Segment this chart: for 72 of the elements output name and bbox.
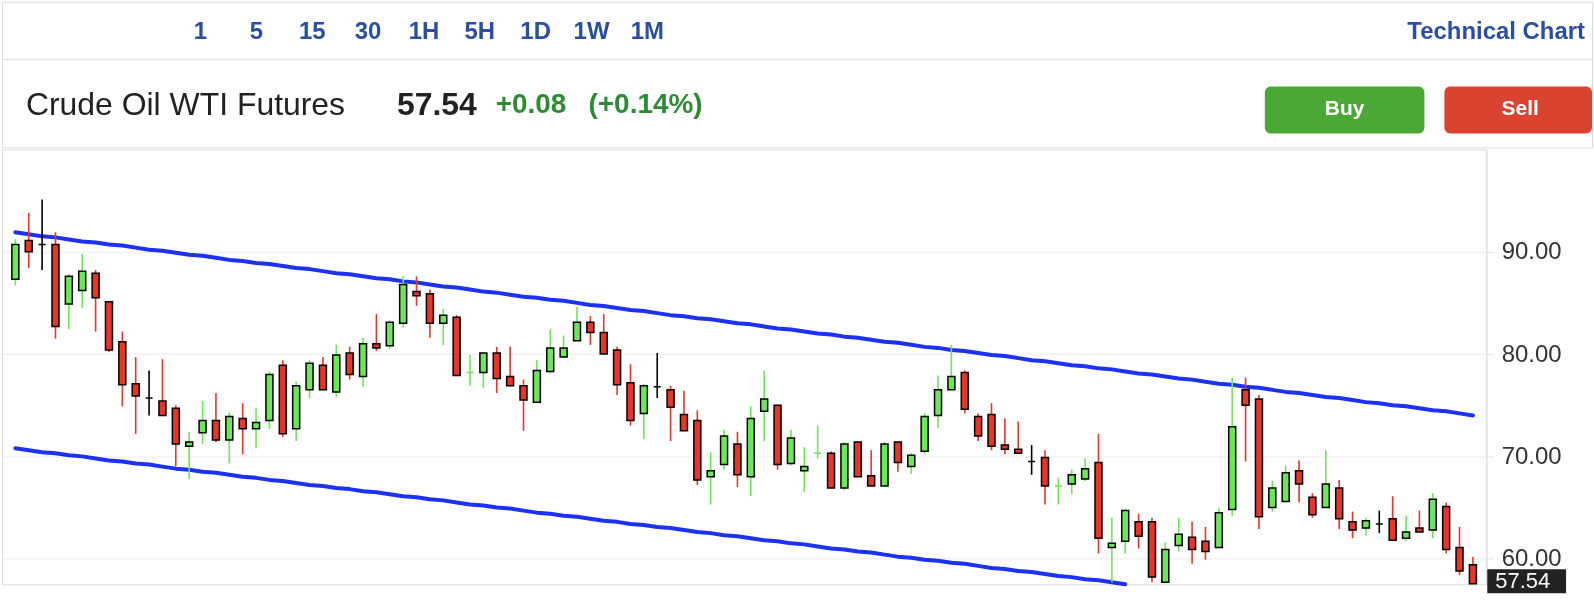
candlestick [973,412,983,442]
text: 30 [354,16,382,44]
candlestick [1455,526,1464,576]
candlestick [1000,417,1010,456]
text: (+0.14%) [588,88,703,120]
candlestick [345,346,354,381]
candlestick [1134,512,1143,550]
candlestick [1080,457,1090,482]
text: Buy [1324,96,1365,120]
candlestick [1201,526,1210,561]
candlestick [372,313,381,352]
text: 5H [464,16,496,44]
candlestick [211,392,221,443]
candlestick [1321,449,1331,509]
text: Sell [1501,96,1539,120]
candlestick [1401,514,1411,543]
candlestick [546,328,555,375]
candlestick [1268,480,1277,513]
text: 1H [408,16,440,44]
candlestick [572,306,582,342]
candlestick [679,390,689,432]
chart-title: Crude Oil WTI Futures [25,86,346,123]
text: Technical Chart [1407,16,1586,44]
candlestick [77,252,87,309]
candlestick [947,344,956,391]
candlestick [1241,376,1250,463]
text: +0.08 [495,88,567,120]
candlestick [866,449,876,487]
candlestick [893,441,903,473]
candlestick [24,212,33,269]
text: 1W [573,16,610,44]
line-series [13,446,1128,587]
candlestick [1468,555,1478,585]
candlestick [800,446,809,493]
candlestick [706,451,715,506]
candlestick [1348,510,1357,540]
candlestick [1014,420,1023,455]
line-series [13,230,1475,418]
candlestick [1187,521,1197,565]
candlestick [1308,492,1317,519]
candlestick [1067,468,1076,496]
text: 1 [193,16,208,44]
candlestick [559,334,568,358]
candlestick [184,431,194,480]
text: 1D [520,16,551,44]
y-tick-label: 80.00 [1501,339,1562,367]
candlestick [1415,509,1424,533]
candlestick [1388,495,1397,543]
text: 57.54 [397,86,478,123]
candlestick [198,400,207,445]
candlestick [158,358,167,417]
candlestick [907,452,916,475]
candlestick [1294,459,1304,504]
candlestick [439,308,448,346]
candlestick [479,352,488,389]
candlestick [519,378,528,432]
y-tick-label: 90.00 [1501,237,1562,265]
candlestick [759,369,769,442]
candlestick [225,411,234,465]
candlestick [385,319,395,350]
candlestick [599,313,608,355]
candlestick [238,402,247,456]
text: 1M [630,16,664,44]
candlestick [586,315,595,346]
candlestick [131,356,140,435]
candlestick [505,346,515,387]
text: 5 [249,16,264,44]
y-tick-label: 70.00 [1501,441,1562,469]
candlestick [1174,516,1183,553]
candlestick [412,275,421,307]
text: 15 [298,16,326,44]
candlestick [666,384,675,442]
